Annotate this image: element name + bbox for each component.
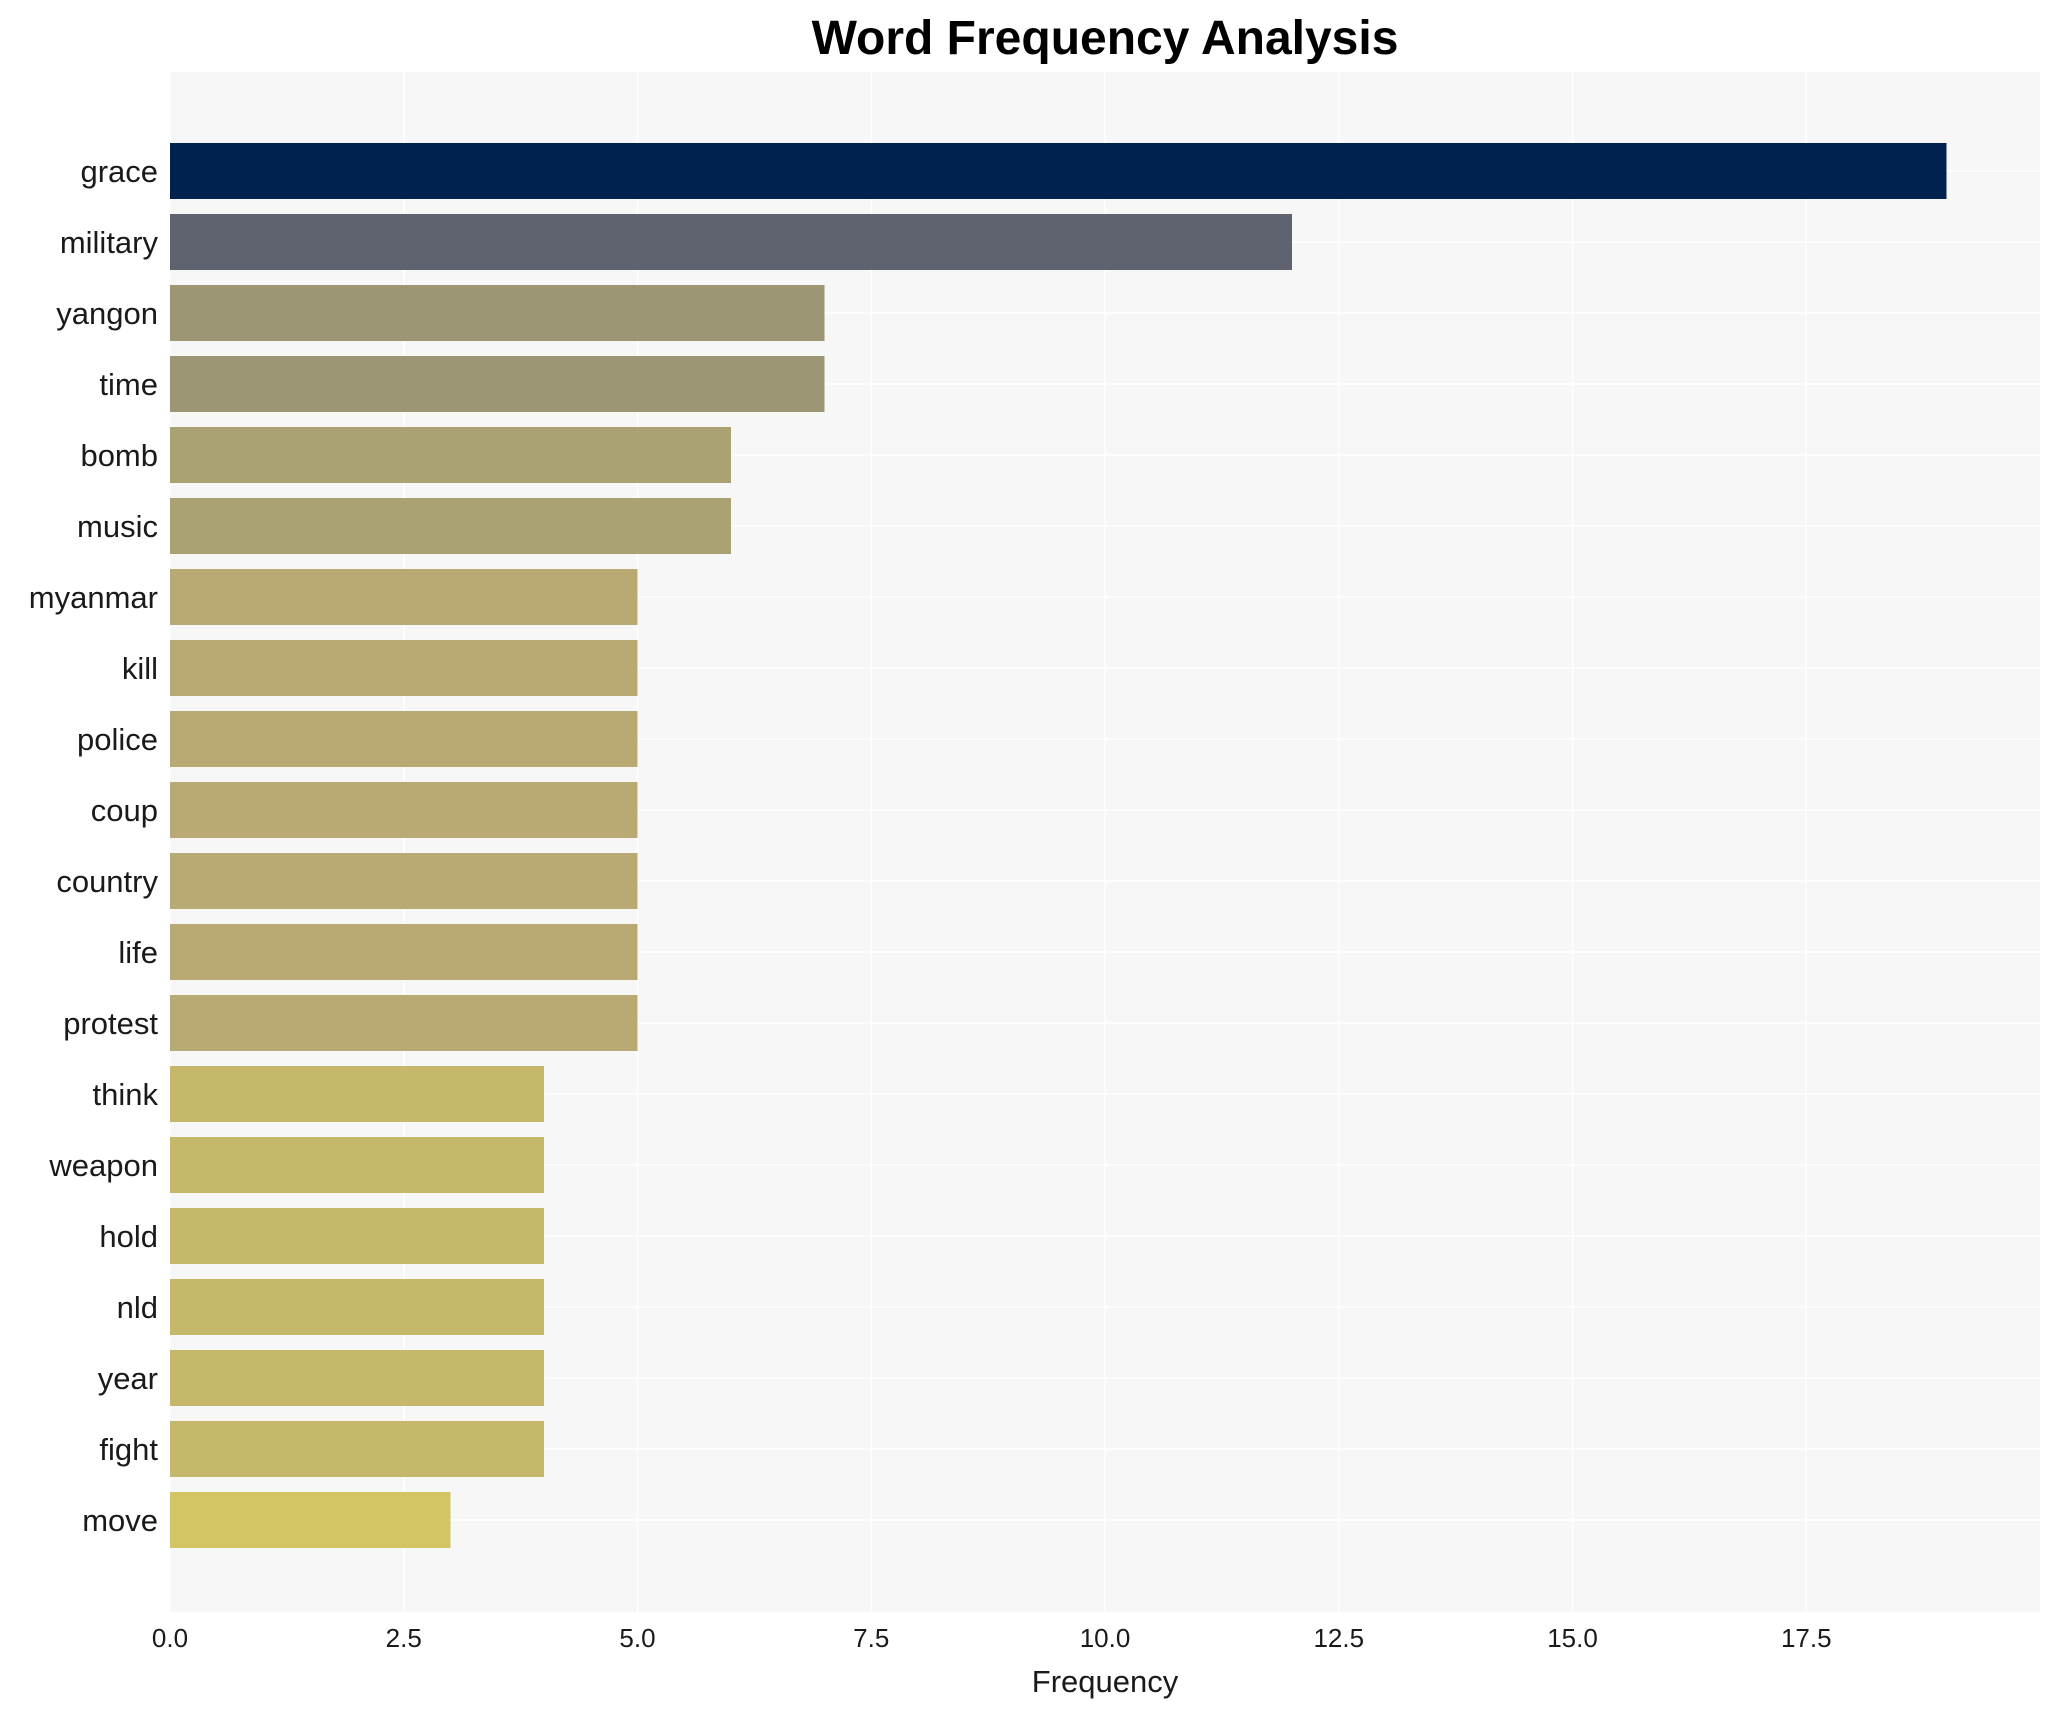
y-tick-label-police: police bbox=[77, 722, 158, 757]
y-tick-label-year: year bbox=[98, 1361, 158, 1396]
bar-life bbox=[170, 924, 638, 980]
y-tick-label-kill: kill bbox=[122, 651, 158, 686]
bar-protest bbox=[170, 995, 638, 1051]
y-tick-label-country: country bbox=[56, 864, 158, 899]
y-tick-label-bomb: bomb bbox=[80, 438, 158, 473]
y-tick-label-nld: nld bbox=[117, 1290, 158, 1325]
y-tick-label-myanmar: myanmar bbox=[29, 580, 158, 615]
y-tick-labels: grace military yangon time bomb music myanmar k… bbox=[29, 154, 159, 1538]
x-tick-label: 7.5 bbox=[853, 1623, 889, 1653]
y-tick-label-music: music bbox=[77, 509, 158, 544]
bar-hold bbox=[170, 1208, 544, 1264]
bar-country bbox=[170, 853, 638, 909]
x-axis-label: Frequency bbox=[1032, 1664, 1179, 1699]
x-tick-label: 0.0 bbox=[152, 1623, 188, 1653]
bar-nld bbox=[170, 1279, 544, 1335]
y-tick-label-hold: hold bbox=[99, 1219, 158, 1254]
y-tick-label-military: military bbox=[60, 225, 159, 260]
x-tick-label: 10.0 bbox=[1080, 1623, 1131, 1653]
bar-police bbox=[170, 711, 638, 767]
x-tick-label: 15.0 bbox=[1547, 1623, 1598, 1653]
bar-weapon bbox=[170, 1137, 544, 1193]
bar-military bbox=[170, 214, 1292, 270]
bar-move bbox=[170, 1492, 451, 1548]
y-tick-label-life: life bbox=[118, 935, 158, 970]
x-tick-labels: 0.0 2.5 5.0 7.5 10.0 12.5 15.0 17.5 bbox=[152, 1623, 1832, 1653]
bar-yangon bbox=[170, 285, 825, 341]
x-tick-label: 12.5 bbox=[1313, 1623, 1364, 1653]
bar-grace bbox=[170, 143, 1947, 199]
bars bbox=[170, 143, 1947, 1548]
bar-fight bbox=[170, 1421, 544, 1477]
y-tick-label-think: think bbox=[93, 1077, 159, 1112]
bar-myanmar bbox=[170, 569, 638, 625]
y-tick-label-grace: grace bbox=[80, 154, 158, 189]
x-tick-label: 5.0 bbox=[619, 1623, 655, 1653]
y-tick-label-coup: coup bbox=[91, 793, 158, 828]
x-tick-label: 2.5 bbox=[386, 1623, 422, 1653]
bar-music bbox=[170, 498, 731, 554]
chart-title: Word Frequency Analysis bbox=[812, 12, 1399, 65]
y-tick-label-move: move bbox=[82, 1503, 158, 1538]
bar-bomb bbox=[170, 427, 731, 483]
bar-year bbox=[170, 1350, 544, 1406]
y-tick-label-protest: protest bbox=[63, 1006, 158, 1041]
y-tick-label-weapon: weapon bbox=[48, 1148, 158, 1183]
x-tick-label: 17.5 bbox=[1781, 1623, 1832, 1653]
y-tick-label-fight: fight bbox=[99, 1432, 158, 1467]
bar-think bbox=[170, 1066, 544, 1122]
bar-coup bbox=[170, 782, 638, 838]
y-tick-label-time: time bbox=[99, 367, 158, 402]
y-tick-label-yangon: yangon bbox=[56, 296, 158, 331]
bar-time bbox=[170, 356, 825, 412]
bar-kill bbox=[170, 640, 638, 696]
